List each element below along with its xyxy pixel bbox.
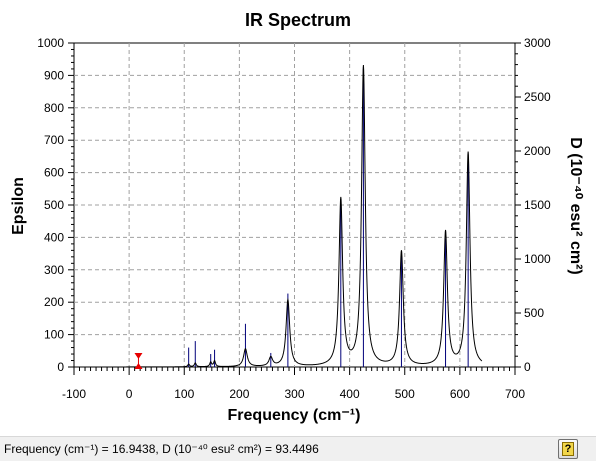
help-button[interactable]: ? — [558, 439, 578, 459]
frequency-marker[interactable] — [134, 353, 143, 369]
y-tick-label: 700 — [44, 133, 64, 147]
chart-canvas[interactable]: IR Spectrum -100 0 100 200 300 400 500 600 700 0 1… — [0, 0, 596, 436]
x-tick-label: 0 — [126, 387, 133, 401]
help-icon: ? — [562, 442, 574, 456]
intensity-sticks — [188, 66, 469, 367]
y2-tick-label: 2500 — [524, 90, 551, 104]
x-tick-label: 600 — [450, 387, 470, 401]
y-tick-label: 400 — [44, 230, 64, 244]
y2-tick-label: 1500 — [524, 198, 551, 212]
y-tick-label: 600 — [44, 166, 64, 180]
y2-tick-label: 0 — [524, 360, 531, 374]
x-axis-label: Frequency (cm⁻¹) — [228, 407, 361, 424]
marker-bottom-arrow — [134, 363, 143, 369]
x-tick-label: 500 — [395, 387, 415, 401]
ir-spectrum-chart[interactable]: IR Spectrum -100 0 100 200 300 400 500 600 700 0 1… — [0, 0, 596, 436]
tick-labels: -100 0 100 200 300 400 500 600 700 0 100 200 300 400 5… — [37, 36, 551, 401]
y-tick-label: 900 — [44, 68, 64, 82]
chart-title: IR Spectrum — [245, 10, 351, 30]
y2-tick-label: 3000 — [524, 36, 551, 50]
status-readout: Frequency (cm⁻¹) = 16.9438, D (10⁻⁴⁰ esu… — [4, 442, 319, 456]
x-tick-label: 700 — [505, 387, 525, 401]
x-tick-label: 400 — [340, 387, 360, 401]
y-tick-label: 1000 — [37, 36, 64, 50]
x-tick-label: 100 — [174, 387, 194, 401]
axis-ticks — [68, 42, 521, 375]
x-tick-label: 300 — [284, 387, 304, 401]
y2-tick-label: 1000 — [524, 252, 551, 266]
x-tick-label: 200 — [229, 387, 249, 401]
y-tick-label: 500 — [44, 198, 64, 212]
y2-tick-label: 500 — [524, 306, 544, 320]
y-tick-label: 100 — [44, 328, 64, 342]
grid — [74, 43, 515, 367]
y-tick-label: 0 — [57, 360, 64, 374]
marker-top-arrow — [134, 353, 143, 359]
y2-axis-label: D (10⁻⁴⁰ esu² cm²) — [567, 137, 584, 274]
x-tick-label: -100 — [62, 387, 86, 401]
y-tick-label: 200 — [44, 295, 64, 309]
y2-tick-label: 2000 — [524, 144, 551, 158]
y-tick-label: 300 — [44, 263, 64, 277]
y-tick-label: 800 — [44, 101, 64, 115]
status-bar: Frequency (cm⁻¹) = 16.9438, D (10⁻⁴⁰ esu… — [0, 436, 596, 461]
y-axis-label: Epsilon — [10, 177, 27, 235]
spectrum-curve — [126, 65, 483, 368]
